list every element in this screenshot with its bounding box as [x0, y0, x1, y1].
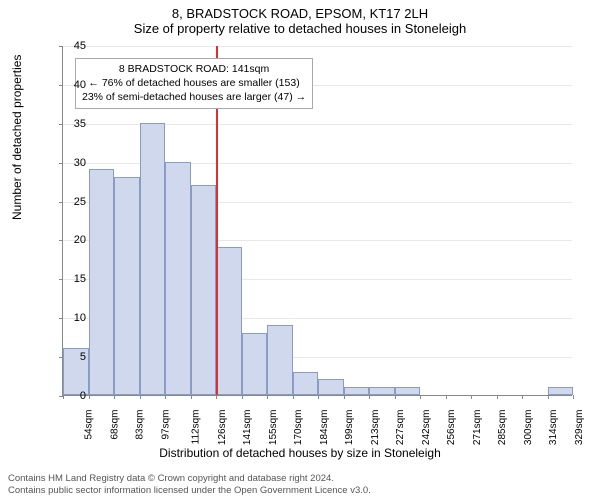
histogram-bar [369, 387, 395, 395]
histogram-bar [293, 372, 319, 395]
x-tick-mark [191, 395, 192, 399]
x-tick-mark [446, 395, 447, 399]
x-tick-mark [573, 395, 574, 399]
x-tick-label: 97sqm [160, 410, 171, 440]
histogram-bar [548, 387, 574, 395]
y-axis-label: Number of detached properties [10, 55, 24, 220]
x-tick-mark [267, 395, 268, 399]
x-tick-mark [293, 395, 294, 399]
x-tick-label: 285sqm [497, 410, 508, 446]
annotation-line: 23% of semi-detached houses are larger (… [82, 90, 306, 104]
grid-line [63, 46, 572, 47]
histogram-chart: 8 BRADSTOCK ROAD: 141sqm← 76% of detache… [62, 46, 572, 396]
histogram-bar [191, 185, 217, 395]
x-tick-label: 256sqm [446, 410, 457, 446]
histogram-bar [267, 325, 293, 395]
x-tick-mark [318, 395, 319, 399]
y-tick-label: 0 [46, 390, 86, 402]
y-tick-label: 30 [46, 157, 86, 169]
x-tick-mark [344, 395, 345, 399]
x-tick-mark [395, 395, 396, 399]
x-tick-label: 314sqm [548, 410, 559, 446]
x-tick-label: 329sqm [574, 410, 585, 446]
annotation-box: 8 BRADSTOCK ROAD: 141sqm← 76% of detache… [75, 58, 313, 109]
x-tick-mark [420, 395, 421, 399]
x-tick-label: 83sqm [135, 410, 146, 440]
y-tick-label: 40 [46, 79, 86, 91]
x-tick-label: 141sqm [242, 410, 253, 446]
x-tick-mark [242, 395, 243, 399]
histogram-bar [344, 387, 370, 395]
histogram-bar [242, 333, 268, 395]
x-tick-mark [114, 395, 115, 399]
y-tick-label: 15 [46, 273, 86, 285]
x-tick-label: 227sqm [395, 410, 406, 446]
histogram-bar [165, 162, 191, 395]
x-tick-label: 213sqm [370, 410, 381, 446]
footer-attribution: Contains HM Land Registry data © Crown c… [8, 473, 371, 496]
histogram-bar [216, 247, 242, 395]
page-title: 8, BRADSTOCK ROAD, EPSOM, KT17 2LH [0, 0, 600, 21]
y-tick-label: 45 [46, 40, 86, 52]
x-tick-label: 184sqm [319, 410, 330, 446]
y-tick-label: 5 [46, 351, 86, 363]
footer-line: Contains HM Land Registry data © Crown c… [8, 473, 371, 484]
page-subtitle: Size of property relative to detached ho… [0, 21, 600, 40]
y-tick-label: 35 [46, 118, 86, 130]
x-tick-label: 155sqm [268, 410, 279, 446]
histogram-bar [140, 123, 166, 395]
x-tick-mark [522, 395, 523, 399]
footer-line: Contains public sector information licen… [8, 485, 371, 496]
x-tick-label: 242sqm [421, 410, 432, 446]
x-tick-label: 271sqm [472, 410, 483, 446]
x-tick-mark [165, 395, 166, 399]
x-tick-mark [548, 395, 549, 399]
histogram-bar [395, 387, 421, 395]
x-tick-label: 300sqm [523, 410, 534, 446]
x-tick-mark [89, 395, 90, 399]
x-axis-label: Distribution of detached houses by size … [0, 446, 600, 460]
y-tick-label: 10 [46, 312, 86, 324]
histogram-bar [114, 177, 140, 395]
annotation-line: ← 76% of detached houses are smaller (15… [82, 76, 306, 90]
x-tick-label: 170sqm [293, 410, 304, 446]
histogram-bar [318, 379, 344, 395]
annotation-line: 8 BRADSTOCK ROAD: 141sqm [82, 62, 306, 76]
x-tick-label: 126sqm [217, 410, 228, 446]
x-tick-label: 199sqm [344, 410, 355, 446]
y-tick-label: 20 [46, 234, 86, 246]
x-tick-label: 54sqm [84, 410, 95, 440]
x-tick-label: 68sqm [109, 410, 120, 440]
x-tick-mark [216, 395, 217, 399]
x-tick-mark [497, 395, 498, 399]
y-tick-label: 25 [46, 196, 86, 208]
x-tick-mark [471, 395, 472, 399]
x-tick-label: 112sqm [190, 410, 201, 445]
x-tick-mark [369, 395, 370, 399]
x-tick-mark [140, 395, 141, 399]
histogram-bar [89, 169, 115, 395]
